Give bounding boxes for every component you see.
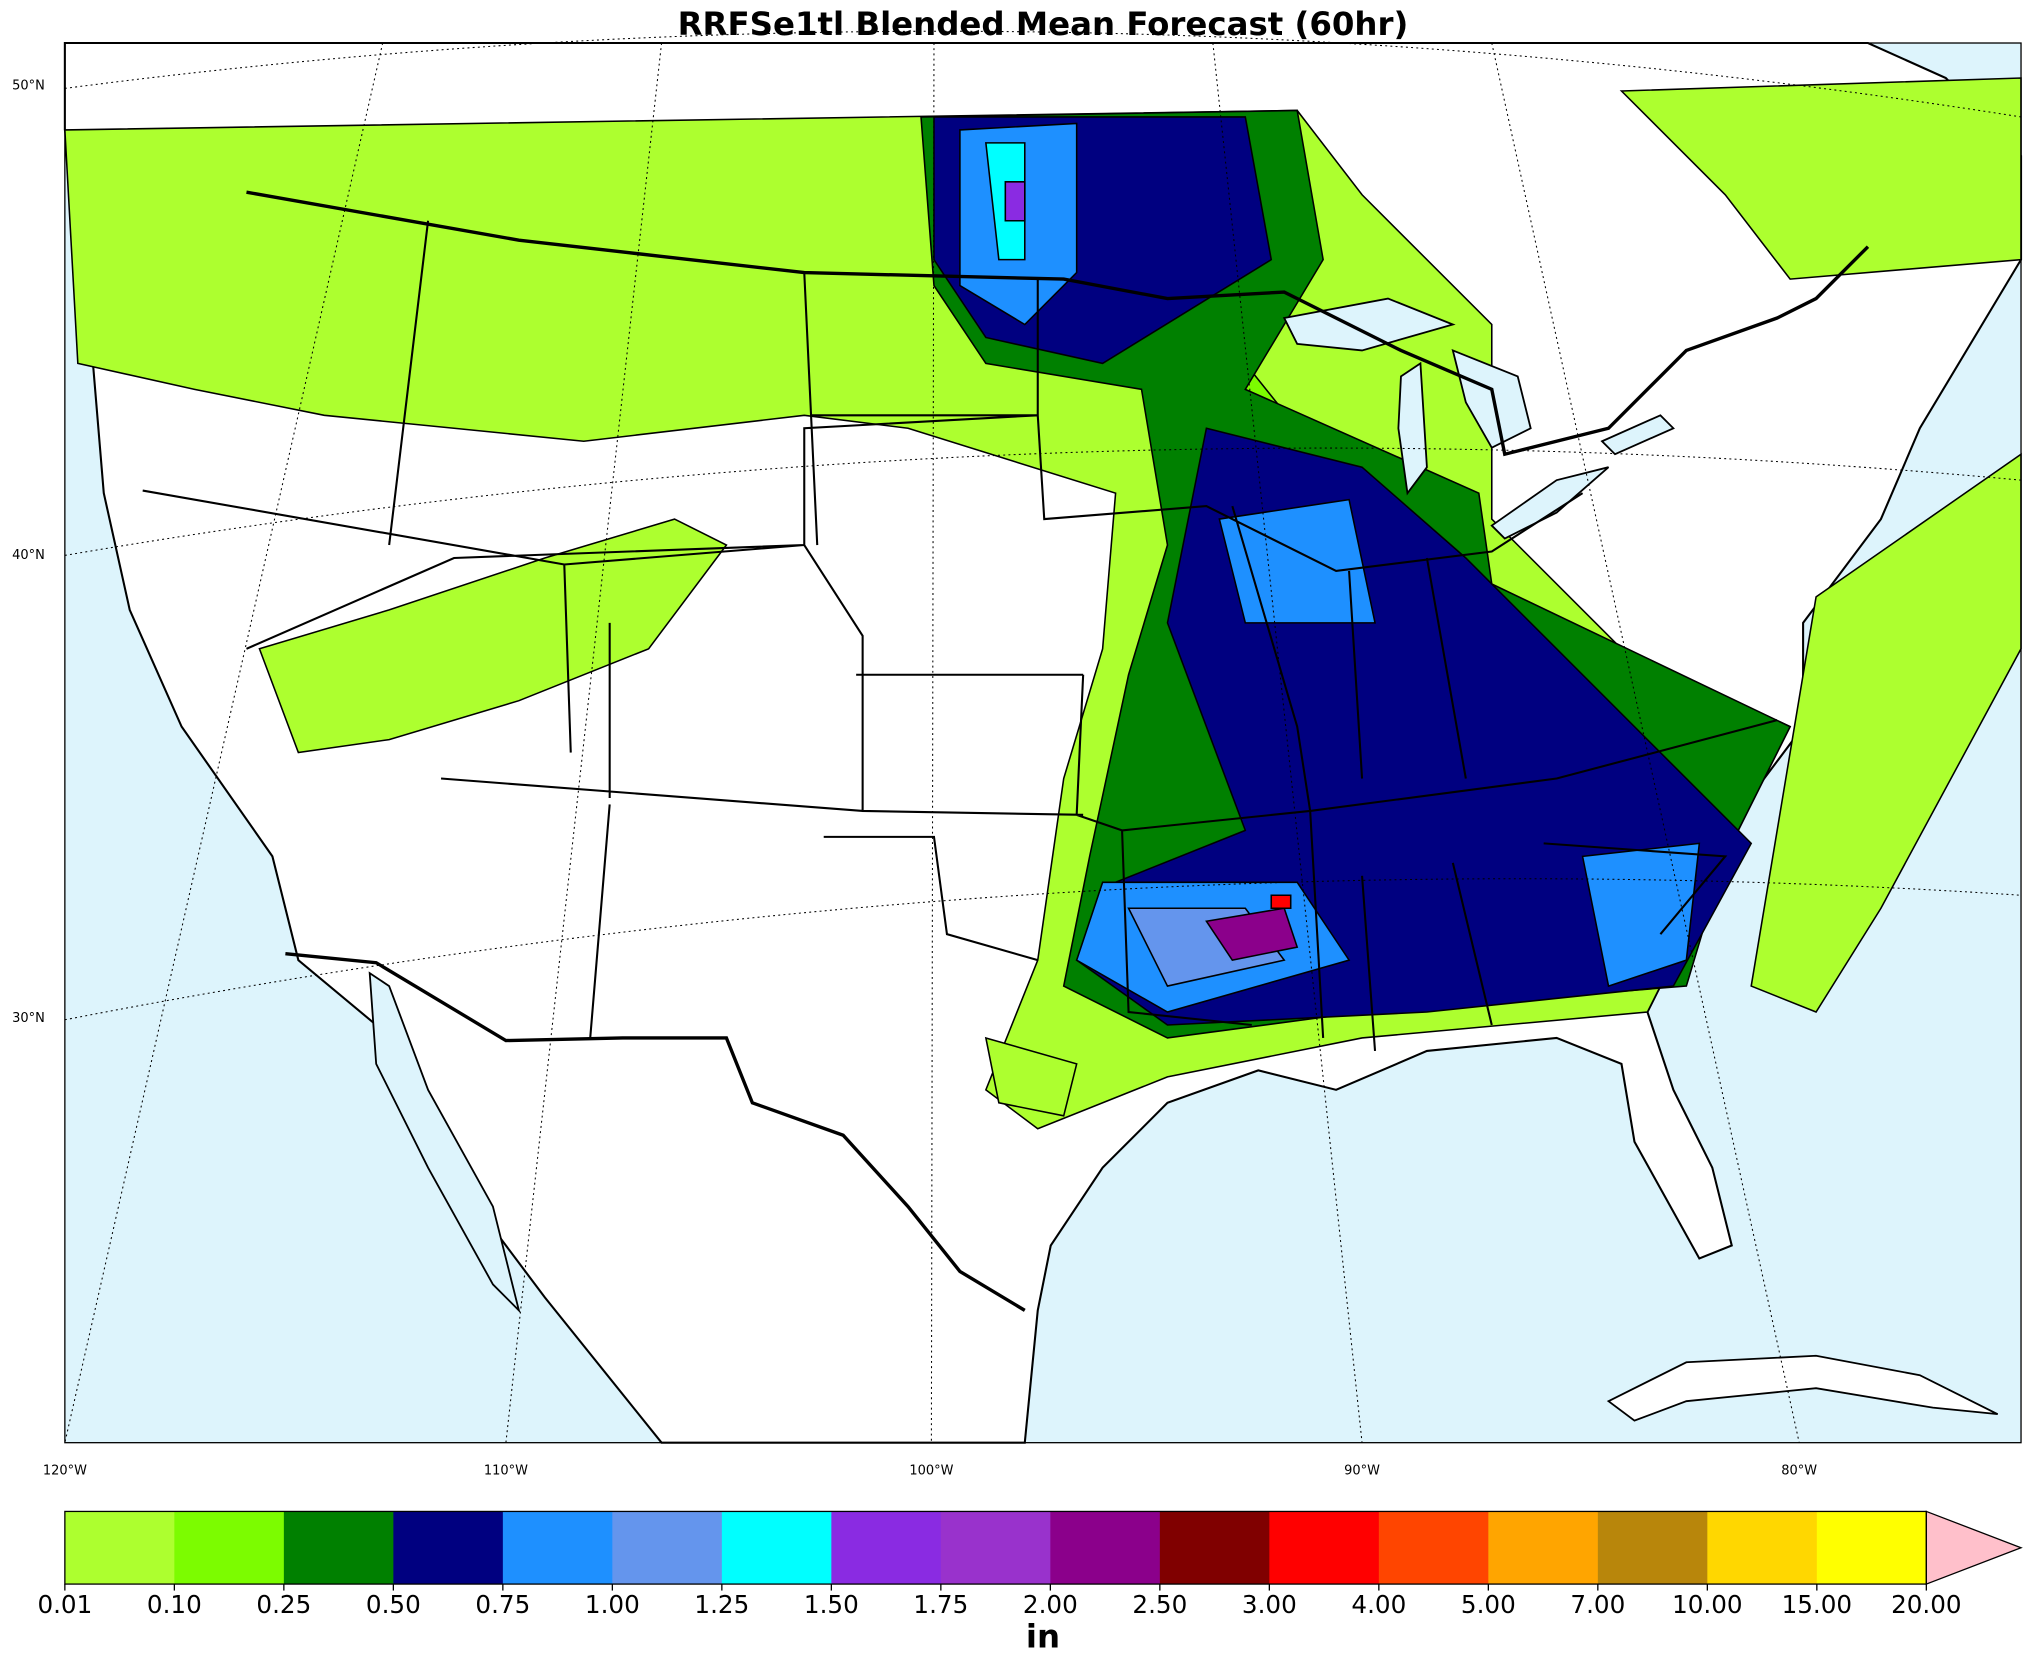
colorbar-segment bbox=[940, 1511, 1051, 1585]
lon-label: 80°W bbox=[1781, 1464, 1817, 1479]
colorbar-tick-label: 1.25 bbox=[694, 1590, 749, 1619]
parallel bbox=[64, 30, 2022, 118]
lat-label: 50°N bbox=[12, 78, 45, 93]
lake bbox=[1490, 466, 1610, 540]
colorbar-tick-label: 15.00 bbox=[1782, 1590, 1852, 1619]
colorbar-segment bbox=[393, 1511, 504, 1585]
colorbar-tick-label: 1.50 bbox=[804, 1590, 859, 1619]
lat-label: 40°N bbox=[12, 548, 45, 563]
colorbar-tick-label: 0.10 bbox=[147, 1590, 202, 1619]
gulf-of-california bbox=[368, 971, 521, 1314]
colorbar-tick-label: 10.00 bbox=[1672, 1590, 1742, 1619]
map-title: RRFSe1tl Blended Mean Forecast (60hr) bbox=[678, 5, 1409, 43]
colorbar-segment bbox=[1597, 1511, 1708, 1585]
colorbar-tick-label: 2.50 bbox=[1132, 1590, 1187, 1619]
lake bbox=[1451, 348, 1532, 449]
colorbar-segment bbox=[1159, 1511, 1270, 1585]
colorbar-segment bbox=[1488, 1511, 1599, 1585]
lon-label: 120°W bbox=[43, 1464, 87, 1479]
colorbar-extension bbox=[1925, 1510, 2023, 1586]
colorbar-tick-label: 0.50 bbox=[366, 1590, 421, 1619]
colorbar-segment bbox=[721, 1511, 832, 1585]
map-frame bbox=[64, 42, 2022, 1444]
meridian bbox=[1491, 42, 1800, 1443]
lat-label: 30°N bbox=[12, 1011, 45, 1026]
colorbar-tick-label: 1.75 bbox=[913, 1590, 968, 1619]
colorbar-segment bbox=[1816, 1511, 1927, 1585]
colorbar-tick-label: 7.00 bbox=[1570, 1590, 1625, 1619]
colorbar-tick-label: 1.00 bbox=[585, 1590, 640, 1619]
lake bbox=[1397, 361, 1428, 496]
precip-area bbox=[1004, 181, 1026, 222]
colorbar-segment bbox=[283, 1511, 395, 1585]
graticule bbox=[64, 30, 2022, 1443]
borders bbox=[142, 190, 1870, 1312]
cuba bbox=[1606, 1354, 1999, 1422]
colorbar-segment bbox=[831, 1511, 942, 1585]
parallel bbox=[64, 447, 2022, 556]
border-line bbox=[285, 951, 1026, 1312]
colorbar-segment bbox=[1269, 1511, 1380, 1585]
colorbar-segment bbox=[174, 1511, 285, 1585]
border-line bbox=[142, 220, 1778, 1052]
meridian bbox=[1212, 42, 1363, 1443]
colorbar-segment bbox=[64, 1511, 176, 1585]
map bbox=[63, 30, 2023, 1444]
colorbar-tick-label: 0.75 bbox=[475, 1590, 530, 1619]
colorbar-tick-label: 3.00 bbox=[1242, 1590, 1297, 1619]
colorbar-tick-label: 4.00 bbox=[1351, 1590, 1406, 1619]
meridian bbox=[64, 42, 384, 1443]
colorbar-segment bbox=[1378, 1511, 1489, 1585]
precip-area bbox=[984, 1036, 1078, 1117]
colorbar-tick-label: 0.25 bbox=[256, 1590, 311, 1619]
parallel bbox=[64, 878, 2022, 1021]
colorbar-tick-label: 0.01 bbox=[37, 1590, 92, 1619]
precip-area bbox=[1270, 894, 1292, 910]
colorbar-segment bbox=[1707, 1511, 1818, 1585]
colorbar-frame bbox=[64, 1510, 1927, 1585]
precip-area bbox=[1581, 842, 1701, 988]
colorbar-label: in bbox=[1026, 1618, 1060, 1656]
precip-area bbox=[258, 518, 728, 754]
colorbar-tick-label: 2.00 bbox=[1023, 1590, 1078, 1619]
lon-label: 90°W bbox=[1344, 1464, 1380, 1479]
colorbar-segment bbox=[1050, 1511, 1161, 1585]
precipitation bbox=[64, 77, 2022, 1130]
precip-area bbox=[1619, 77, 2022, 280]
lon-label: 110°W bbox=[484, 1464, 528, 1479]
border-line bbox=[246, 190, 1870, 457]
lon-label: 100°W bbox=[909, 1464, 953, 1479]
precip-area bbox=[1205, 907, 1299, 961]
colorbar-segment bbox=[612, 1511, 723, 1585]
meridian bbox=[505, 42, 663, 1443]
colorbar-tick-label: 20.00 bbox=[1891, 1590, 1961, 1619]
colorbar-tick-label: 5.00 bbox=[1461, 1590, 1516, 1619]
colorbar-segment bbox=[502, 1511, 614, 1585]
lake bbox=[1600, 414, 1675, 456]
